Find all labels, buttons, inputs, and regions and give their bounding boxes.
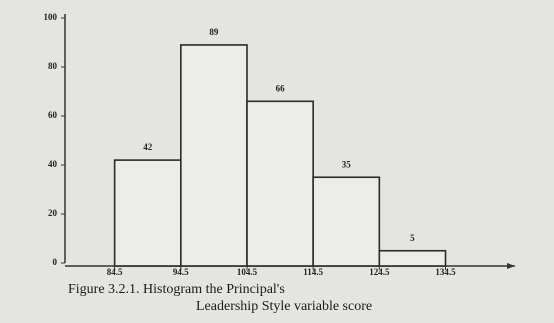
y-tick-label: 60 bbox=[48, 110, 58, 120]
caption-line: Figure 3.2.1. Histogram the Principal's bbox=[68, 282, 285, 297]
bar bbox=[313, 177, 379, 266]
value-label: 5 bbox=[410, 233, 415, 243]
x-tick-label: 114.5 bbox=[303, 267, 323, 277]
chart: Figure 3.2.1. Histogram the Principal's … bbox=[0, 0, 554, 323]
y-tick-label: 80 bbox=[48, 61, 58, 71]
x-tick-label: 94.5 bbox=[173, 267, 189, 277]
bar bbox=[379, 251, 445, 266]
value-label: 89 bbox=[209, 27, 219, 37]
y-tick-label: 0 bbox=[53, 257, 58, 267]
y-tick-label: 20 bbox=[48, 208, 58, 218]
bar bbox=[115, 160, 181, 266]
page: {"chart_data": {"type": "histogram", "ca… bbox=[0, 0, 554, 323]
value-label: 42 bbox=[143, 142, 153, 152]
y-tick-label: 40 bbox=[48, 159, 58, 169]
caption-line: Leadership Style variable score bbox=[196, 299, 372, 314]
value-label: 35 bbox=[342, 159, 352, 169]
x-tick-label: 84.5 bbox=[107, 267, 123, 277]
x-tick-label: 134.5 bbox=[435, 267, 456, 277]
value-label: 66 bbox=[276, 83, 286, 93]
x-tick-label: 124.5 bbox=[369, 267, 390, 277]
x-tick-label: 104.5 bbox=[237, 267, 258, 277]
y-tick-label: 100 bbox=[44, 12, 58, 22]
bar bbox=[247, 101, 313, 266]
bar bbox=[181, 45, 247, 266]
